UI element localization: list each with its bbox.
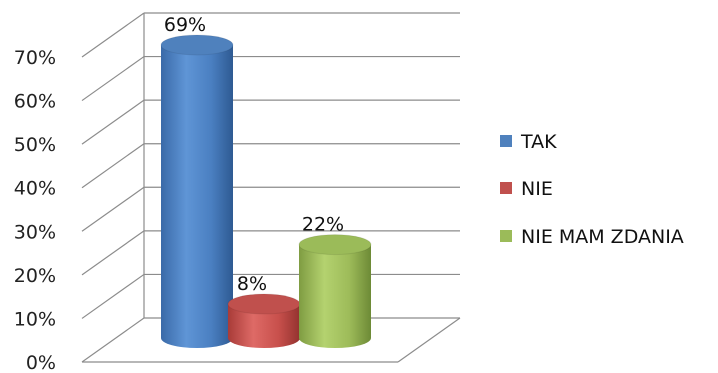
legend-item: NIE MAM ZDANIA	[500, 226, 684, 248]
legend-swatch	[500, 182, 512, 194]
bar-body	[299, 244, 371, 348]
legend-swatch	[500, 230, 512, 242]
y-axis-ticks: 0% 10% 20% 30% 40% 50% 60% 70%	[14, 47, 56, 373]
bar-tak	[160, 34, 234, 348]
legend: TAK NIE NIE MAM ZDANIA	[500, 131, 684, 248]
y-tick-label: 50%	[14, 134, 56, 156]
gridline-diagonal	[81, 186, 145, 232]
y-tick-label: 30%	[14, 221, 56, 243]
y-tick-label: 40%	[14, 178, 56, 200]
bar-body	[228, 304, 300, 348]
chart-bars	[160, 34, 372, 348]
bar-body	[161, 45, 233, 348]
y-tick-label: 20%	[14, 265, 56, 287]
data-label: 22%	[302, 214, 344, 236]
legend-label: NIE	[521, 178, 553, 200]
legend-swatch	[500, 135, 512, 147]
bar-nie	[227, 293, 301, 348]
gridline-diagonal	[81, 99, 145, 145]
gridline-diagonal	[81, 143, 145, 189]
y-tick-label: 10%	[14, 308, 56, 330]
y-tick-label: 0%	[26, 352, 56, 373]
bar-top	[298, 234, 372, 256]
gridline-diagonal	[81, 230, 145, 276]
data-labels: 69% 8% 22%	[164, 14, 344, 295]
gridline-diagonal	[81, 12, 145, 58]
data-label: 8%	[237, 273, 267, 295]
legend-label: NIE MAM ZDANIA	[521, 226, 684, 248]
gridline-diagonal	[81, 56, 145, 102]
bar-top	[160, 34, 234, 56]
y-tick-label: 60%	[14, 91, 56, 113]
gridline-diagonal	[81, 273, 145, 319]
y-tick-label: 70%	[14, 47, 56, 69]
legend-item: TAK	[500, 131, 557, 153]
bar-top	[227, 293, 301, 315]
legend-label: TAK	[520, 131, 557, 153]
gridline-diagonal	[81, 317, 145, 363]
data-label: 69%	[164, 14, 206, 36]
floor-right-edge	[397, 317, 461, 363]
legend-item: NIE	[500, 178, 553, 200]
bar-nie-mam-zdania	[298, 234, 372, 348]
